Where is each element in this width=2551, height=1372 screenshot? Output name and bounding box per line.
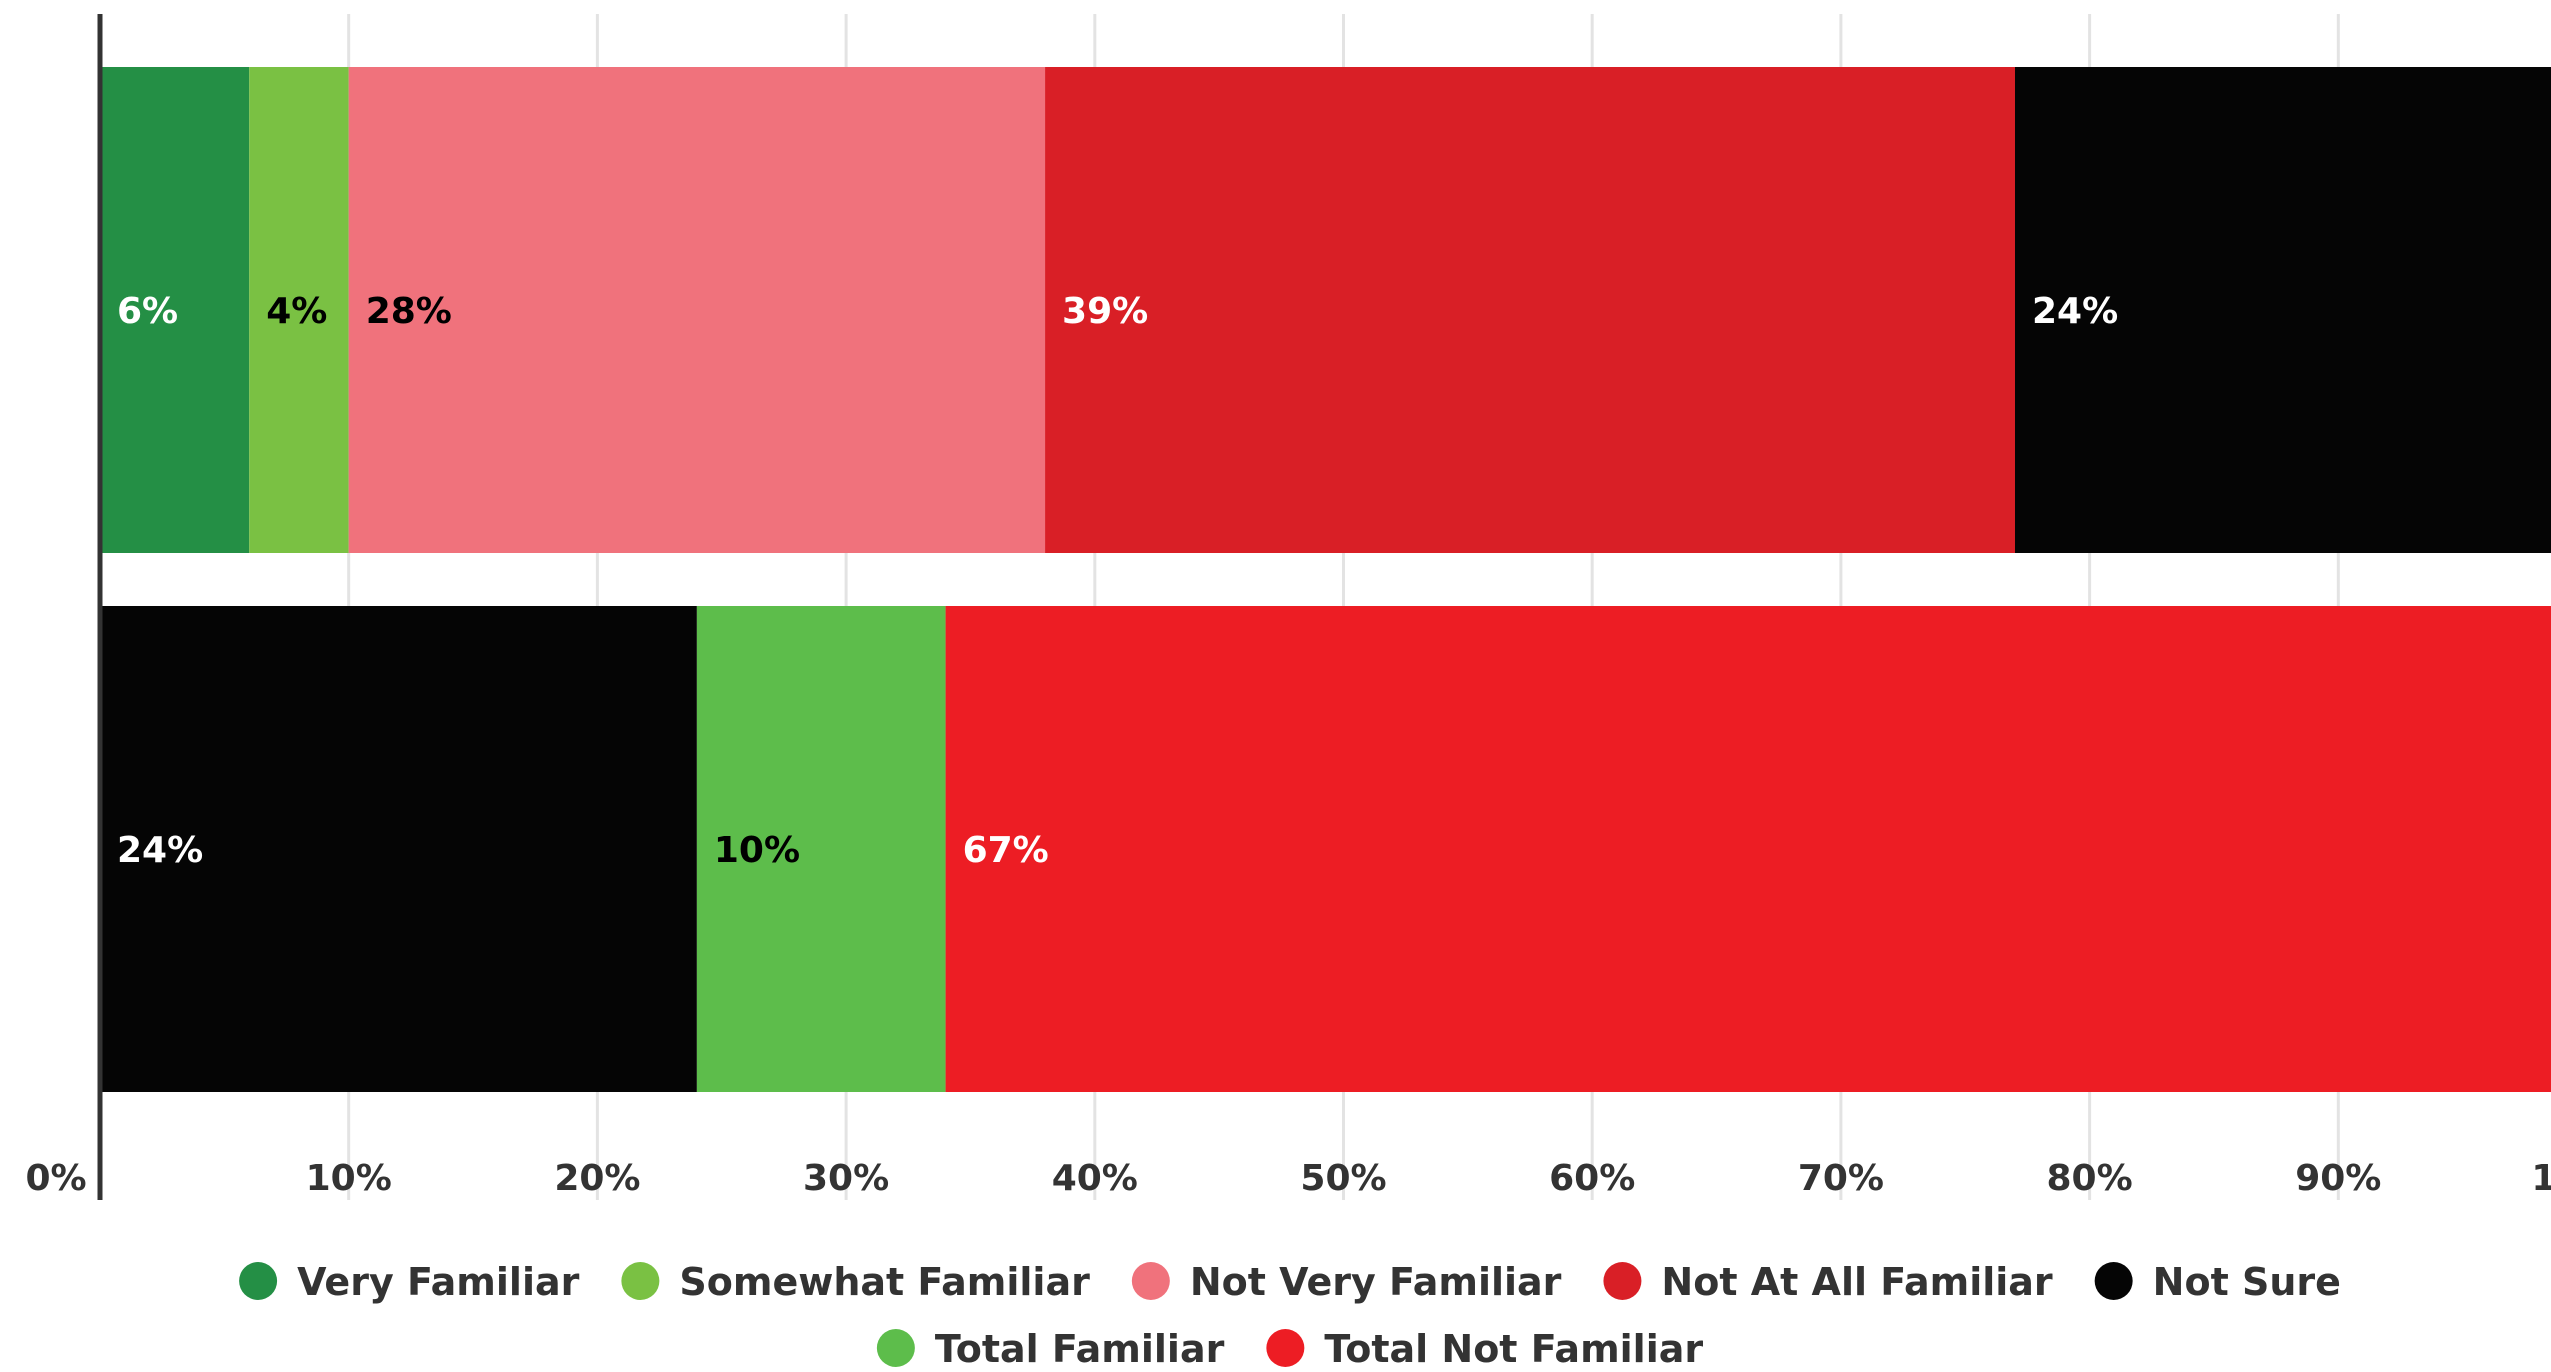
data-label: 28%: [366, 291, 452, 332]
legend-label: Very Familiar: [297, 1260, 580, 1304]
bar-segment: [100, 606, 697, 1092]
legend-item: Not At All Familiar: [1603, 1260, 2053, 1304]
x-tick-label: 30%: [803, 1158, 889, 1199]
data-label: 6%: [117, 291, 178, 332]
bar-segment: [696, 606, 946, 1092]
x-tick-label: 80%: [2047, 1158, 2133, 1199]
bar-segment: [1045, 67, 2015, 553]
bar-segment: [945, 606, 2551, 1092]
x-tick-label: 100%: [2531, 1158, 2551, 1199]
legend-label: Somewhat Familiar: [679, 1260, 1090, 1304]
x-tick-label: 10%: [306, 1158, 392, 1199]
x-tick-label: 70%: [1798, 1158, 1884, 1199]
legend-item: Total Not Familiar: [1266, 1327, 1703, 1371]
bar-segment: [2014, 67, 2551, 553]
x-tick-label: 50%: [1300, 1158, 1386, 1199]
x-tick-label: 60%: [1549, 1158, 1635, 1199]
legend-label: Not At All Familiar: [1661, 1260, 2052, 1304]
legend-marker-icon: [621, 1262, 660, 1300]
legend-item: Total Familiar: [876, 1327, 1225, 1371]
legend-marker-icon: [2094, 1262, 2133, 1300]
data-label: 4%: [266, 291, 327, 332]
legend-marker-icon: [1603, 1262, 1642, 1300]
bars: 6% 4% 28% 39% 24% 24% 10% 67%: [100, 67, 2551, 1092]
legend-marker-icon: [1131, 1262, 1170, 1300]
data-label: 24%: [2032, 291, 2118, 332]
bar-segment: [348, 67, 1046, 553]
legend-marker-icon: [876, 1329, 915, 1367]
legend-marker-icon: [1266, 1329, 1305, 1367]
data-label: 67%: [963, 830, 1049, 871]
x-tick-label: 20%: [554, 1158, 640, 1199]
data-label: 24%: [117, 830, 203, 871]
bar-segment: [100, 67, 250, 553]
legend-item: Very Familiar: [239, 1260, 580, 1304]
legend-marker-icon: [239, 1262, 278, 1300]
legend-item: Not Very Familiar: [1131, 1260, 1562, 1304]
legend-label: Total Familiar: [935, 1327, 1225, 1371]
x-tick-label: 40%: [1052, 1158, 1138, 1199]
legend-label: Total Not Familiar: [1324, 1327, 1703, 1371]
legend: Very Familiar Somewhat Familiar Not Very F…: [239, 1260, 2341, 1371]
legend-item: Somewhat Familiar: [621, 1260, 1090, 1304]
legend-label: Not Very Familiar: [1190, 1260, 1562, 1304]
axis: 0% 10% 20% 30% 40% 50% 60% 70% 80% 90% 100%: [25, 14, 2551, 1200]
x-tick-label: 90%: [2295, 1158, 2381, 1199]
legend-label: Not Sure: [2153, 1260, 2341, 1304]
legend-item: Not Sure: [2094, 1260, 2341, 1304]
data-label: 39%: [1062, 291, 1148, 332]
x-tick-label: 0%: [25, 1158, 86, 1199]
data-label: 10%: [714, 830, 800, 871]
bar-segment: [249, 67, 349, 553]
